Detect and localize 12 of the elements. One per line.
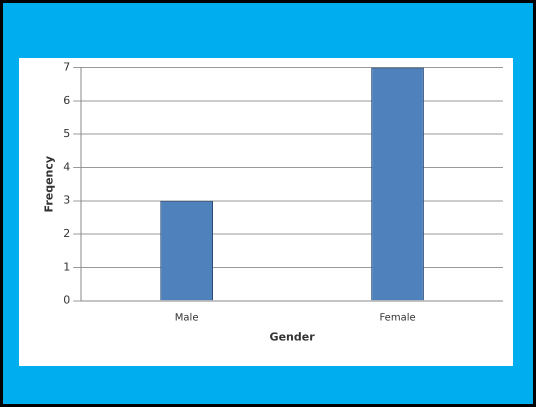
y-tick-label: 3 [63, 194, 70, 207]
x-tick-label: Female [379, 312, 416, 324]
y-tick-label: 6 [63, 94, 70, 107]
y-axis-title: Freqency [42, 156, 56, 212]
x-tick-label: Male [174, 312, 198, 324]
y-tick-label: 5 [63, 127, 70, 140]
y-tick-label: 0 [63, 294, 70, 307]
y-tick-label: 4 [63, 160, 70, 174]
x-axis-title: Gender [270, 330, 316, 344]
y-tick-label: 7 [63, 60, 70, 74]
y-tick-label: 1 [63, 260, 70, 274]
y-tick-label: 2 [63, 227, 70, 240]
